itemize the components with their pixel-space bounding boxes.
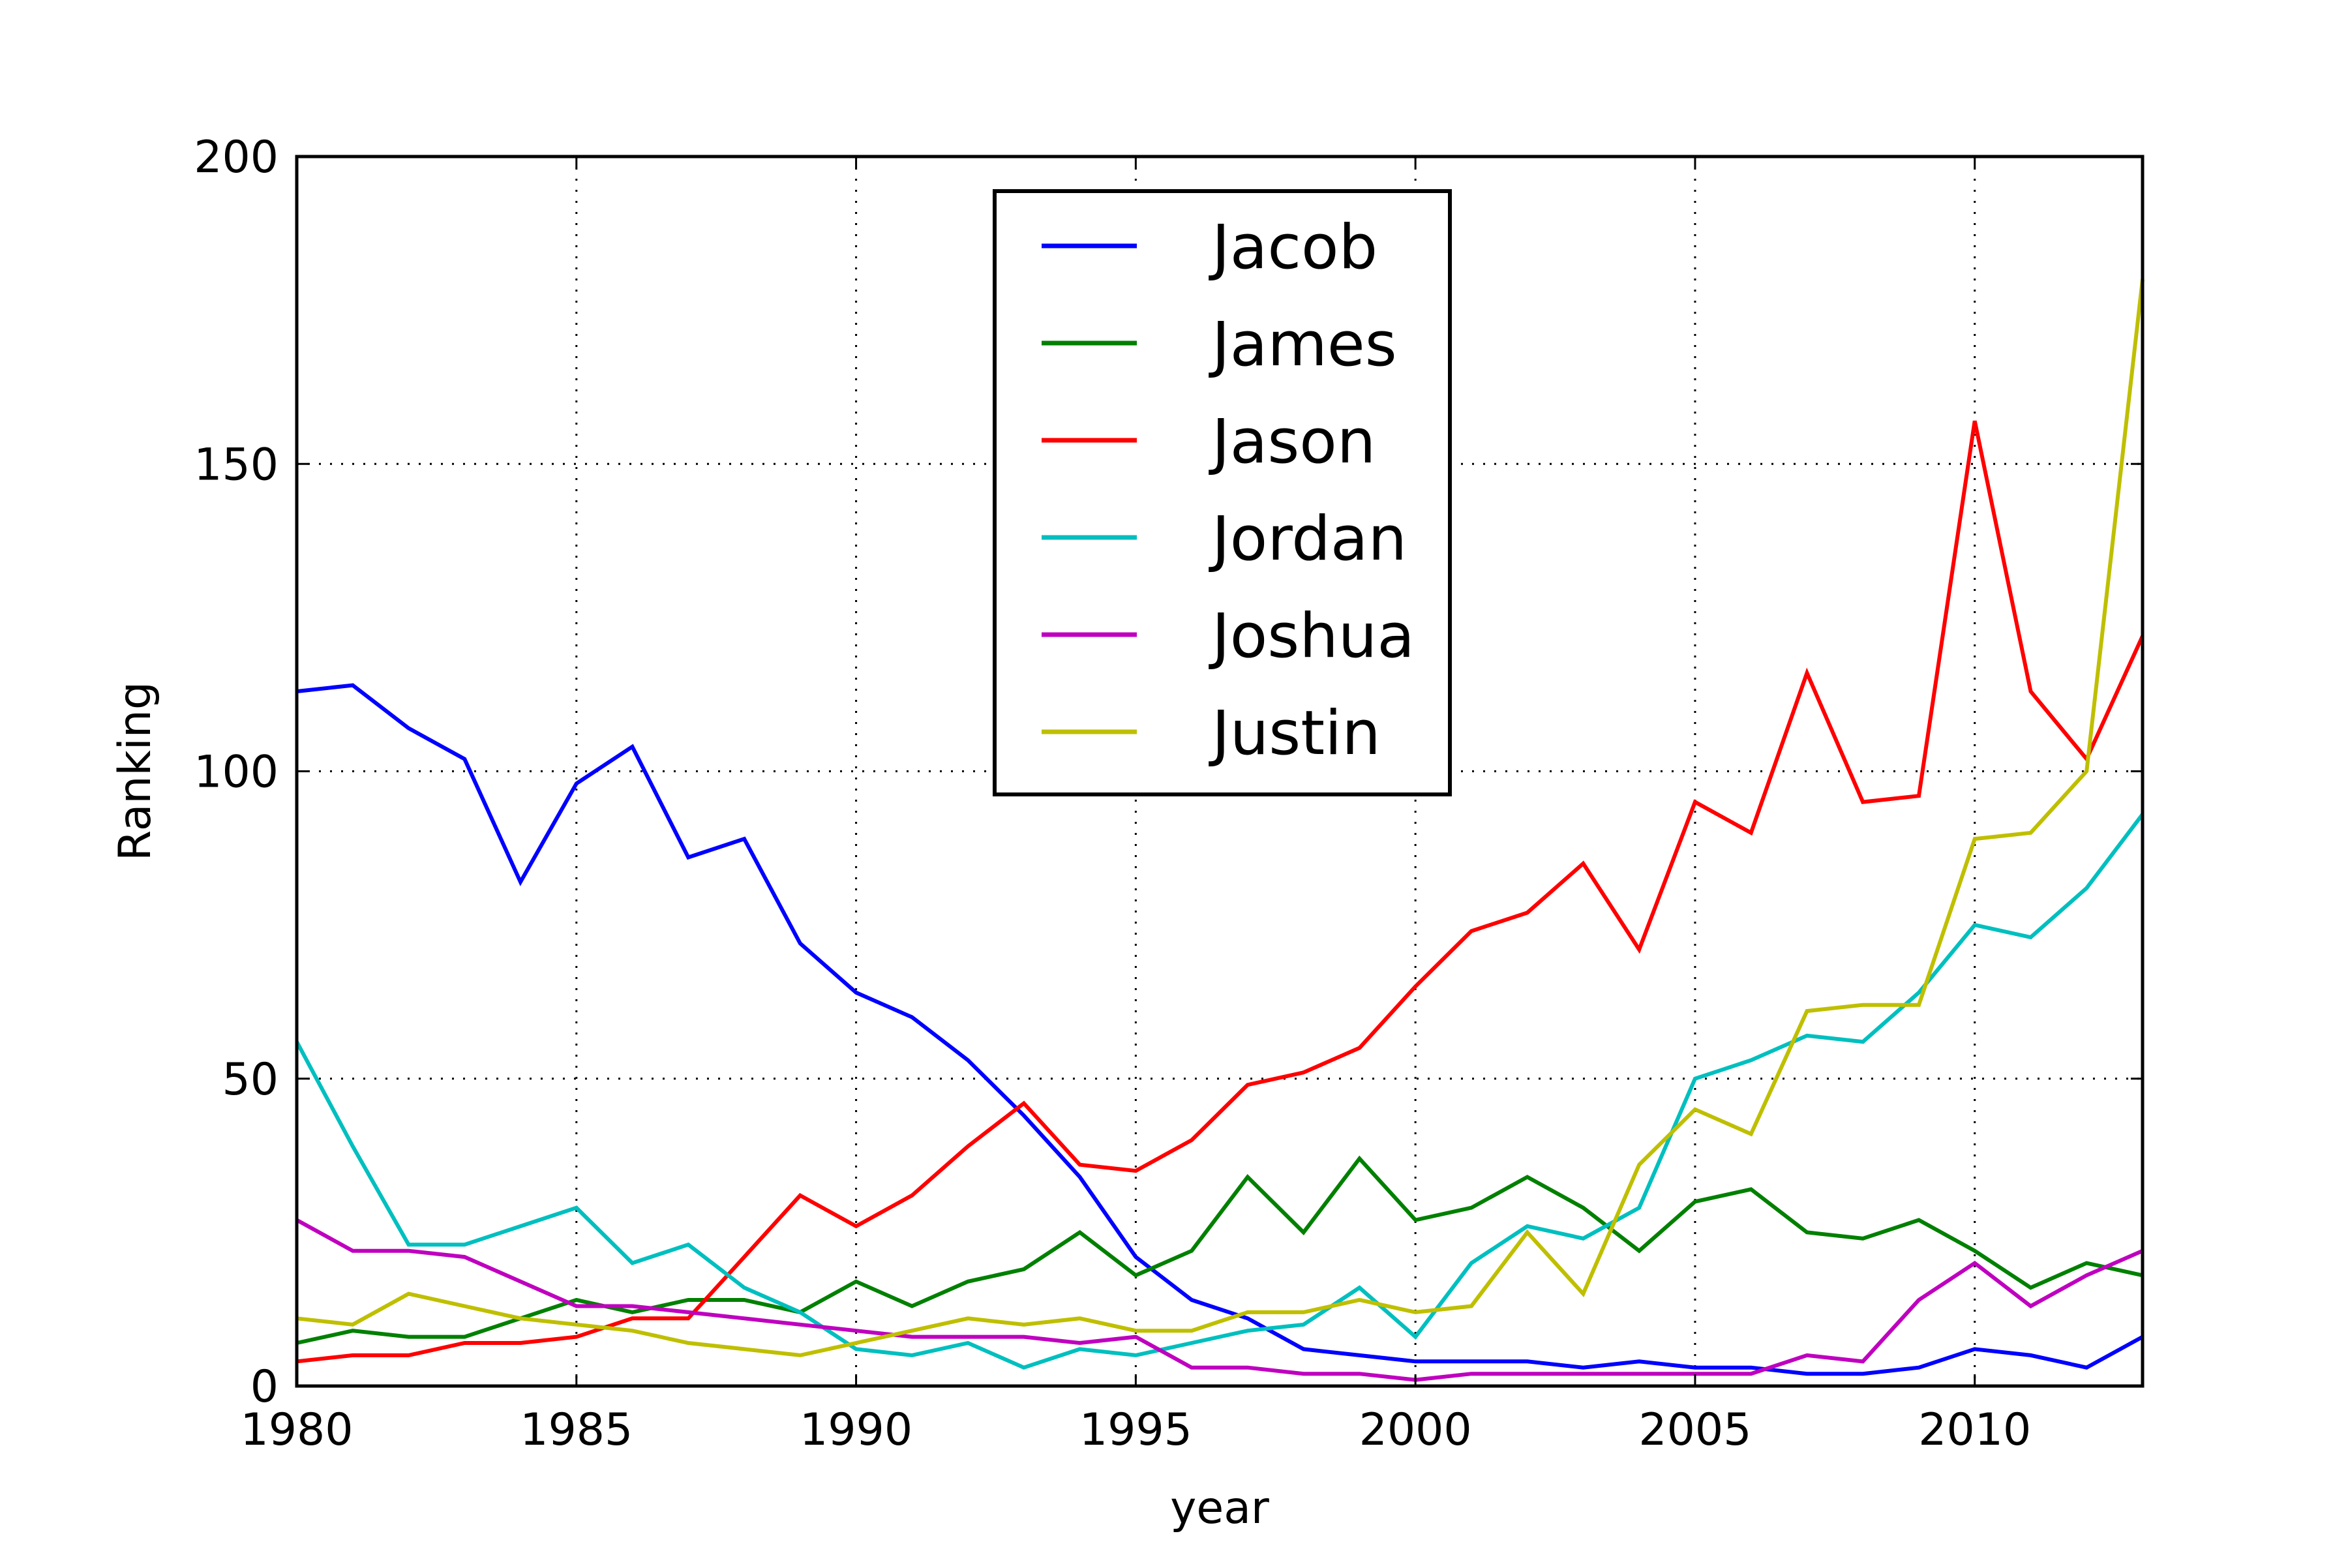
legend-label-jacob: Jacob: [1209, 212, 1377, 283]
legend-label-joshua: Joshua: [1209, 601, 1415, 672]
series-line-jordan: [295, 813, 2145, 1370]
x-tick-label: 1985: [520, 1404, 633, 1456]
y-tick-label: 50: [222, 1054, 278, 1106]
y-axis-label: Ranking: [110, 682, 161, 861]
legend-label-justin: Justin: [1209, 698, 1381, 769]
legend-label-james: James: [1209, 309, 1397, 380]
y-tick-label: 150: [194, 439, 278, 490]
legend: Jacob James Jason Jordan Joshua Justin: [993, 189, 1452, 796]
legend-label-jordan: Jordan: [1209, 504, 1407, 575]
x-tick-label: 2000: [1359, 1404, 1472, 1456]
x-tick-label: 2010: [1918, 1404, 2031, 1456]
x-tick-label: 2005: [1638, 1404, 1751, 1456]
axis-ticks: 1980 1985 1990 1995 2000 2005 2010 0 50 100 150 200: [194, 132, 2143, 1456]
y-tick-label: 100: [194, 747, 278, 798]
series-line-jacob: [296, 683, 2144, 1376]
series-line-justin: [296, 279, 2145, 1357]
series-lines: [295, 279, 2145, 1382]
y-tick-label: 200: [194, 132, 278, 183]
y-tick-label: 0: [250, 1361, 278, 1413]
x-axis-label: year: [1170, 1483, 1269, 1534]
legend-box: [993, 189, 1452, 796]
legend-label-jason: Jason: [1209, 406, 1376, 477]
x-tick-label: 1980: [240, 1404, 353, 1456]
series-line-joshua: [295, 1218, 2144, 1382]
x-tick-label: 1995: [1079, 1404, 1192, 1456]
x-tick-label: 1990: [800, 1404, 912, 1456]
